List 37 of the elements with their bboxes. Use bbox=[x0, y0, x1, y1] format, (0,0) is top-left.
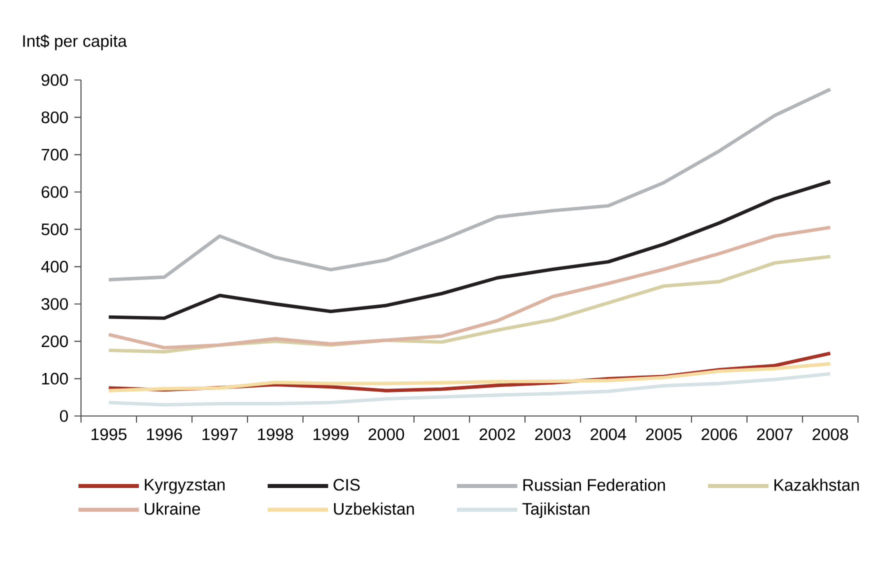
line-series bbox=[107, 180, 832, 320]
y-tick-label: 600 bbox=[42, 186, 68, 198]
x-tick-label: 2001 bbox=[424, 428, 460, 440]
y-tick-label: 500 bbox=[42, 223, 68, 236]
line-series bbox=[107, 226, 832, 350]
y-tick-label: 100 bbox=[42, 372, 68, 385]
y-tick-label: 200 bbox=[42, 335, 68, 348]
y-tick-label: 900 bbox=[42, 74, 68, 86]
legend-label: Kazakhstan bbox=[774, 478, 859, 491]
x-tick-label: 2005 bbox=[646, 428, 682, 440]
line-series bbox=[107, 88, 832, 282]
line-series bbox=[107, 372, 832, 407]
x-tick-label: 2004 bbox=[590, 428, 626, 440]
y-axis-title: Int$ per capita bbox=[23, 34, 127, 50]
legend-label: Uzbekistan bbox=[334, 502, 414, 515]
x-tick-label: 1999 bbox=[314, 428, 348, 440]
x-tick-label: 2000 bbox=[368, 428, 404, 440]
x-tick-label: 2006 bbox=[702, 428, 737, 440]
y-tick-label: 800 bbox=[42, 111, 68, 124]
legend-label: Kyrgyzstan bbox=[144, 479, 225, 494]
x-tick-label: 2007 bbox=[757, 428, 792, 440]
x-tick-label: 1998 bbox=[258, 428, 293, 440]
y-tick-label: 0 bbox=[60, 410, 68, 422]
x-tick-label: 1997 bbox=[202, 428, 238, 440]
x-tick-label: 1996 bbox=[147, 428, 182, 440]
y-tick-label: 700 bbox=[42, 148, 68, 161]
x-tick-label: 2002 bbox=[480, 428, 515, 440]
x-tick-label: 1995 bbox=[92, 428, 127, 440]
legend-label: Russian Federation bbox=[523, 478, 665, 491]
legend-label: Tajikistan bbox=[522, 502, 590, 518]
line-series bbox=[107, 362, 832, 392]
legend-label: CIS bbox=[334, 478, 360, 491]
y-tick-label: 400 bbox=[41, 260, 68, 273]
x-tick-label: 2003 bbox=[535, 428, 570, 440]
legend-label: Ukraine bbox=[144, 502, 200, 515]
y-tick-label: 300 bbox=[41, 298, 68, 310]
x-tick-label: 2008 bbox=[812, 428, 848, 440]
